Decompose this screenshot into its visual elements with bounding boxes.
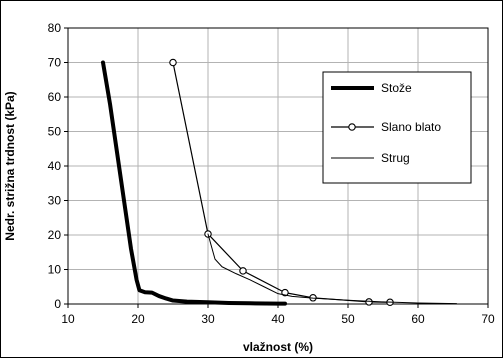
legend-item: Slano blato: [331, 120, 441, 134]
series-line: [101, 60, 287, 306]
series-layer: [101, 58, 457, 307]
y-tick-label: 80: [48, 21, 62, 35]
series-0: [101, 60, 287, 306]
series-line: [207, 233, 457, 305]
x-tick-label: 10: [61, 312, 75, 326]
data-point: [365, 298, 373, 306]
legend-marker: [348, 123, 356, 131]
x-tick-label: 40: [271, 312, 285, 326]
x-tick-label: 50: [341, 312, 355, 326]
y-axis-title: Nedr. strižna trdnost (kPa): [3, 91, 17, 240]
y-tick-label: 60: [48, 90, 62, 104]
x-tick-label: 70: [481, 312, 495, 326]
x-axis-ticks: 10 20 30 40 50 60 70: [61, 304, 495, 326]
data-point: [239, 267, 247, 275]
x-tick-label: 60: [411, 312, 425, 326]
y-tick-label: 50: [48, 125, 62, 139]
y-tick-label: 70: [48, 56, 62, 70]
y-tick-label: 20: [48, 228, 62, 242]
legend-item: Strug: [331, 151, 410, 165]
series-2: [207, 233, 457, 305]
legend-item: Stože: [331, 81, 412, 95]
y-tick-label: 30: [48, 194, 62, 208]
legend-label: Stože: [381, 81, 412, 95]
y-tick-label: 40: [48, 159, 62, 173]
x-axis-title: vlažnost (%): [243, 340, 313, 354]
y-tick-label: 0: [54, 297, 61, 311]
legend: Stože Slano blato Strug: [322, 71, 472, 184]
x-tick-label: 20: [131, 312, 145, 326]
y-tick-label: 10: [48, 263, 62, 277]
x-tick-label: 30: [201, 312, 215, 326]
legend-label: Slano blato: [381, 120, 441, 134]
y-axis-ticks: 0 10 20 30 40 50 60 70 80: [48, 21, 68, 311]
legend-label: Strug: [381, 151, 410, 165]
data-point: [169, 58, 177, 67]
